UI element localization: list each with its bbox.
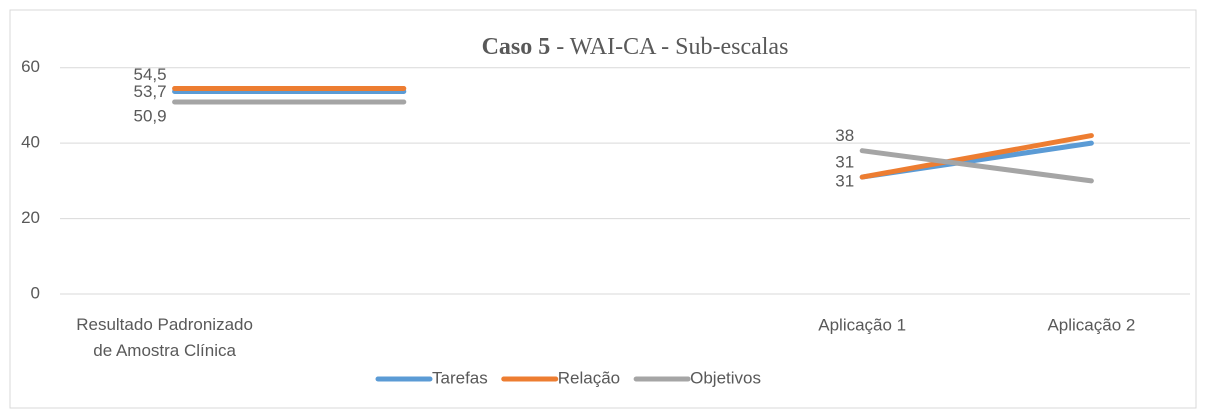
y-tick-label: 60	[21, 57, 40, 76]
x-tick-label: Resultado Padronizado de Amostra Clínica	[76, 315, 253, 360]
series-line	[172, 85, 1094, 180]
data-label: 38	[835, 126, 854, 145]
data-label: 31	[835, 153, 854, 172]
y-tick-label: 0	[31, 283, 40, 302]
y-tick-label: 20	[21, 208, 40, 227]
chart-title: Caso 5 - WAI-CA - Sub-escalas	[482, 34, 789, 60]
series-line	[172, 99, 1094, 184]
legend-label: Objetivos	[690, 368, 761, 387]
title-bold: Caso 5	[482, 34, 551, 60]
x-tick-label: Aplicação 1	[818, 315, 906, 334]
x-tick-label: Aplicação 2	[1047, 315, 1135, 334]
y-tick-label: 40	[21, 133, 40, 152]
chart-frame	[9, 9, 1197, 409]
data-label: 50,9	[134, 107, 167, 126]
title-rest: - WAI-CA - Sub-escalas	[556, 34, 788, 60]
legend-label: Relação	[558, 368, 620, 387]
legend-label: Tarefas	[432, 368, 488, 387]
data-label: 31	[835, 172, 854, 191]
data-label: 54,5	[134, 65, 167, 84]
data-label: 53,7	[134, 82, 167, 101]
